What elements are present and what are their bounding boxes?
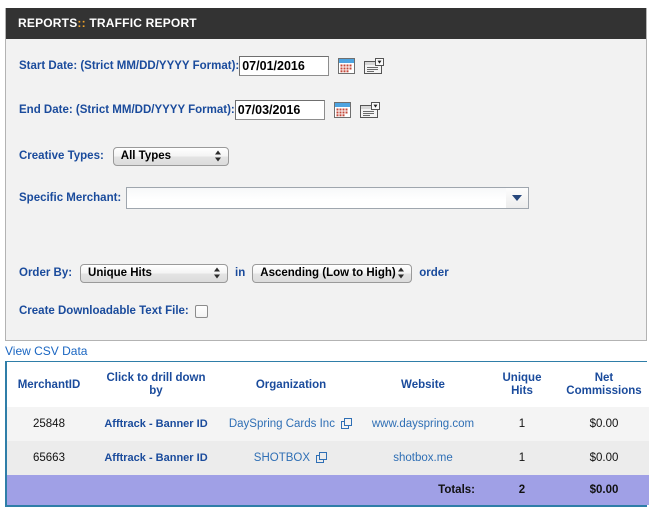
creative-types-value: All Types: [120, 149, 172, 162]
start-date-label: Start Date: (Strict MM/DD/YYYY Format):: [19, 60, 240, 72]
open-in-new-window-icon[interactable]: [316, 451, 328, 464]
panel-body: Start Date: (Strict MM/DD/YYYY Format):: [6, 39, 646, 340]
specific-merchant-label: Specific Merchant:: [19, 192, 122, 204]
totals-spacer-2: [91, 475, 221, 505]
column-header-merchant-id[interactable]: MerchantID: [7, 362, 91, 407]
table-totals-row: Totals: 2 $0.00: [7, 475, 649, 505]
order-direction-value: Ascending (Low to High): [260, 266, 396, 279]
panel-header-separator: ::: [77, 16, 86, 30]
specific-merchant-input[interactable]: [127, 188, 507, 208]
cell-drill-down: Afftrack - Banner ID: [91, 407, 221, 441]
totals-unique-hits: 2: [485, 475, 559, 505]
creative-types-select[interactable]: All Types: [112, 146, 229, 166]
column-header-net-commissions[interactable]: Net Commissions: [559, 362, 649, 407]
cell-organization: SHOTBOX: [221, 441, 361, 475]
panel-header-title: TRAFFIC REPORT: [89, 16, 197, 30]
totals-label: Totals:: [361, 475, 485, 505]
hits-header-line1: Unique: [502, 372, 542, 384]
order-by-label: Order By:: [19, 267, 73, 279]
drill-header-line2: by: [149, 385, 163, 397]
select-arrows-icon: [214, 267, 221, 280]
table-row: 25848 Afftrack - Banner ID DaySpring Car…: [7, 407, 649, 441]
order-by-value: Unique Hits: [88, 266, 152, 279]
end-date-label: End Date: (Strict MM/DD/YYYY Format):: [19, 104, 235, 116]
order-by-row: Order By: Unique Hits in Ascending (Low …: [6, 262, 646, 284]
cell-drill-down: Afftrack - Banner ID: [91, 441, 221, 475]
organization-link[interactable]: SHOTBOX: [253, 452, 311, 464]
order-direction-select[interactable]: Ascending (Low to High): [252, 263, 413, 283]
totals-net-commissions: $0.00: [559, 475, 649, 505]
specific-merchant-dropdown-button[interactable]: [506, 188, 529, 208]
drill-header-line1: Click to drill down: [106, 372, 206, 384]
specific-merchant-combobox[interactable]: [126, 187, 530, 209]
select-arrows-icon: [214, 150, 222, 163]
table-header-row: MerchantID Click to drill down by Organi…: [7, 362, 649, 407]
cell-merchant-id: 25848: [7, 407, 91, 441]
drill-down-link[interactable]: Afftrack - Banner ID: [104, 418, 208, 430]
cell-merchant-id: 65663: [7, 441, 91, 475]
cell-organization: DaySpring Cards Inc: [221, 407, 361, 441]
order-by-select[interactable]: Unique Hits: [80, 263, 229, 283]
cell-unique-hits: 1: [485, 441, 559, 475]
column-header-organization[interactable]: Organization: [221, 362, 361, 407]
open-in-new-window-icon[interactable]: [341, 417, 353, 430]
net-header-line2: Commissions: [566, 385, 642, 397]
end-date-row: End Date: (Strict MM/DD/YYYY Format):: [6, 99, 646, 121]
drill-down-link[interactable]: Afftrack - Banner ID: [104, 452, 208, 464]
order-suffix-label: order: [419, 267, 449, 279]
start-date-row: Start Date: (Strict MM/DD/YYYY Format):: [6, 55, 646, 77]
calendar-icon[interactable]: [333, 102, 351, 118]
creative-types-row: Creative Types: All Types: [6, 145, 646, 167]
view-csv-data-link[interactable]: View CSV Data: [5, 344, 88, 358]
organization-link[interactable]: DaySpring Cards Inc: [228, 418, 335, 430]
chevron-down-icon: [512, 195, 523, 201]
panel-header-prefix: REPORTS: [18, 16, 78, 30]
downloadable-text-file-row: Create Downloadable Text File:: [6, 300, 646, 322]
cell-net-commissions: $0.00: [559, 407, 649, 441]
table-row: 65663 Afftrack - Banner ID SHOTBOX: [7, 441, 649, 475]
totals-spacer-3: [221, 475, 361, 505]
column-header-website[interactable]: Website: [361, 362, 485, 407]
downloadable-text-file-checkbox[interactable]: [194, 304, 208, 318]
creative-types-label: Creative Types:: [19, 150, 104, 162]
traffic-report-table-wrapper: MerchantID Click to drill down by Organi…: [5, 361, 649, 507]
column-header-unique-hits[interactable]: Unique Hits: [485, 362, 559, 407]
date-picker-widget-icon[interactable]: [364, 57, 385, 75]
date-picker-widget-icon[interactable]: [359, 101, 380, 119]
start-date-input[interactable]: [239, 56, 330, 76]
totals-spacer-1: [7, 475, 91, 505]
end-date-input[interactable]: [234, 100, 325, 120]
cell-website: shotbox.me: [361, 441, 485, 475]
website-link[interactable]: shotbox.me: [393, 452, 453, 464]
cell-unique-hits: 1: [485, 407, 559, 441]
traffic-report-table: MerchantID Click to drill down by Organi…: [7, 362, 649, 505]
calendar-icon[interactable]: [338, 58, 356, 74]
net-header-line1: Net: [594, 372, 614, 384]
cell-website: www.dayspring.com: [361, 407, 485, 441]
panel-header: REPORTS:: TRAFFIC REPORT: [6, 8, 646, 39]
website-link[interactable]: www.dayspring.com: [371, 418, 475, 430]
cell-net-commissions: $0.00: [559, 441, 649, 475]
hits-header-line2: Hits: [511, 385, 533, 397]
specific-merchant-row: Specific Merchant:: [6, 187, 646, 209]
column-header-drill-down[interactable]: Click to drill down by: [91, 362, 221, 407]
select-arrows-icon: [398, 267, 405, 280]
report-panel: REPORTS:: TRAFFIC REPORT Start Date: (St…: [5, 8, 647, 341]
order-by-in-label: in: [235, 267, 246, 279]
downloadable-text-file-label: Create Downloadable Text File:: [19, 305, 189, 317]
